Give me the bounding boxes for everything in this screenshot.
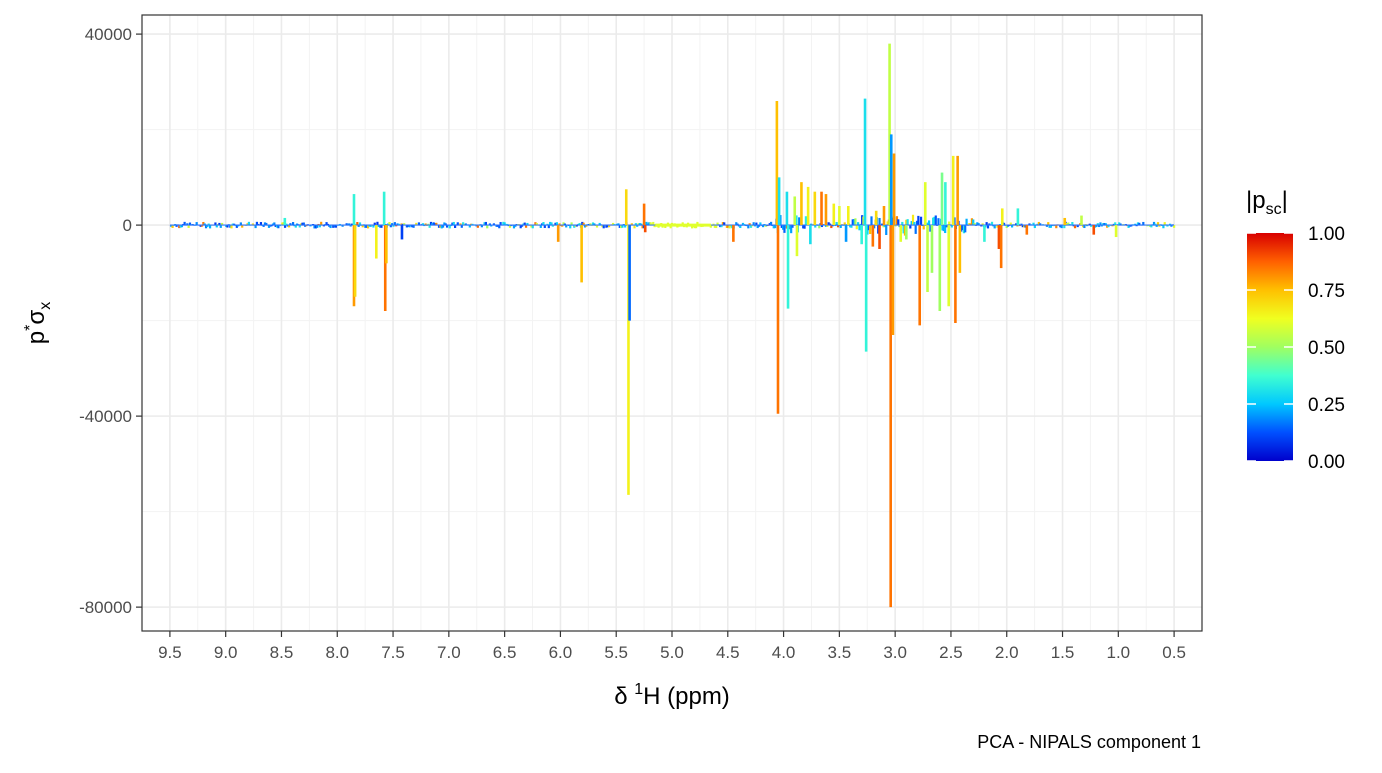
colorbar-ticks: 0.00 0.25 0.50 0.75 1.00 bbox=[1247, 224, 1345, 473]
spectrum-series bbox=[168, 43, 1176, 608]
y-tick-label: 0 bbox=[123, 216, 132, 235]
x-tick-label: 6.5 bbox=[493, 643, 517, 662]
x-tick-label: 7.0 bbox=[437, 643, 461, 662]
x-tick-label: 1.0 bbox=[1106, 643, 1130, 662]
x-tick-label: 9.0 bbox=[214, 643, 238, 662]
x-tick-label: 6.0 bbox=[549, 643, 573, 662]
x-tick-label: 5.0 bbox=[660, 643, 684, 662]
legend-title: |psc| bbox=[1246, 187, 1288, 218]
x-tick-label: 4.0 bbox=[772, 643, 796, 662]
x-tick-label: 3.5 bbox=[828, 643, 852, 662]
x-tick-label: 8.5 bbox=[270, 643, 294, 662]
x-tick-label: 9.5 bbox=[158, 643, 182, 662]
x-axis-label-superscript: 1 bbox=[634, 681, 643, 698]
x-tick-label: 0.5 bbox=[1162, 643, 1186, 662]
y-axis-label-sigma: σ bbox=[23, 310, 50, 325]
minor-gridlines bbox=[142, 15, 1202, 631]
y-axis: 40000 0 -40000 -80000 bbox=[79, 25, 142, 617]
colorbar-tick-label: 0.50 bbox=[1308, 338, 1345, 359]
x-tick-label: 3.0 bbox=[883, 643, 907, 662]
x-tick-label: 8.0 bbox=[325, 643, 349, 662]
y-axis-label-star: * bbox=[22, 325, 39, 331]
legend-title-close: | bbox=[1282, 187, 1288, 214]
colorbar-tick-label: 0.25 bbox=[1308, 395, 1345, 416]
x-tick-label: 2.5 bbox=[939, 643, 963, 662]
y-axis-label: p*σx bbox=[22, 302, 54, 344]
y-axis-label-base: p bbox=[23, 331, 50, 344]
x-tick-label: 2.0 bbox=[995, 643, 1019, 662]
colorbar-tick-label: 0.00 bbox=[1308, 452, 1345, 473]
y-tick-label: 40000 bbox=[85, 25, 132, 44]
legend-title-open: |p bbox=[1246, 187, 1266, 214]
y-tick-label: -80000 bbox=[79, 598, 132, 617]
x-tick-label: 7.5 bbox=[381, 643, 405, 662]
colorbar-tick-label: 1.00 bbox=[1308, 224, 1345, 245]
colorbar-tick-label: 0.75 bbox=[1308, 281, 1345, 302]
legend-title-subscript: sc bbox=[1266, 201, 1282, 218]
x-tick-label: 5.5 bbox=[604, 643, 628, 662]
x-axis-label-prefix: δ bbox=[614, 683, 634, 710]
x-axis: 9.5 9.0 8.5 8.0 7.5 7.0 6.5 6.0 5.5 5.0 4.5 4.0 3.5 3… bbox=[158, 631, 1186, 662]
x-axis-label-suffix: H (ppm) bbox=[643, 683, 730, 710]
x-axis-label: δ 1H (ppm) bbox=[614, 681, 730, 710]
colorbar-legend: |psc| 0.00 0.25 0.50 0.75 1.00 bbox=[1246, 187, 1345, 473]
y-tick-label: -40000 bbox=[79, 407, 132, 426]
x-tick-label: 1.5 bbox=[1051, 643, 1075, 662]
y-axis-label-subscript: x bbox=[37, 302, 54, 310]
x-tick-label: 4.5 bbox=[716, 643, 740, 662]
caption: PCA - NIPALS component 1 bbox=[977, 732, 1201, 752]
